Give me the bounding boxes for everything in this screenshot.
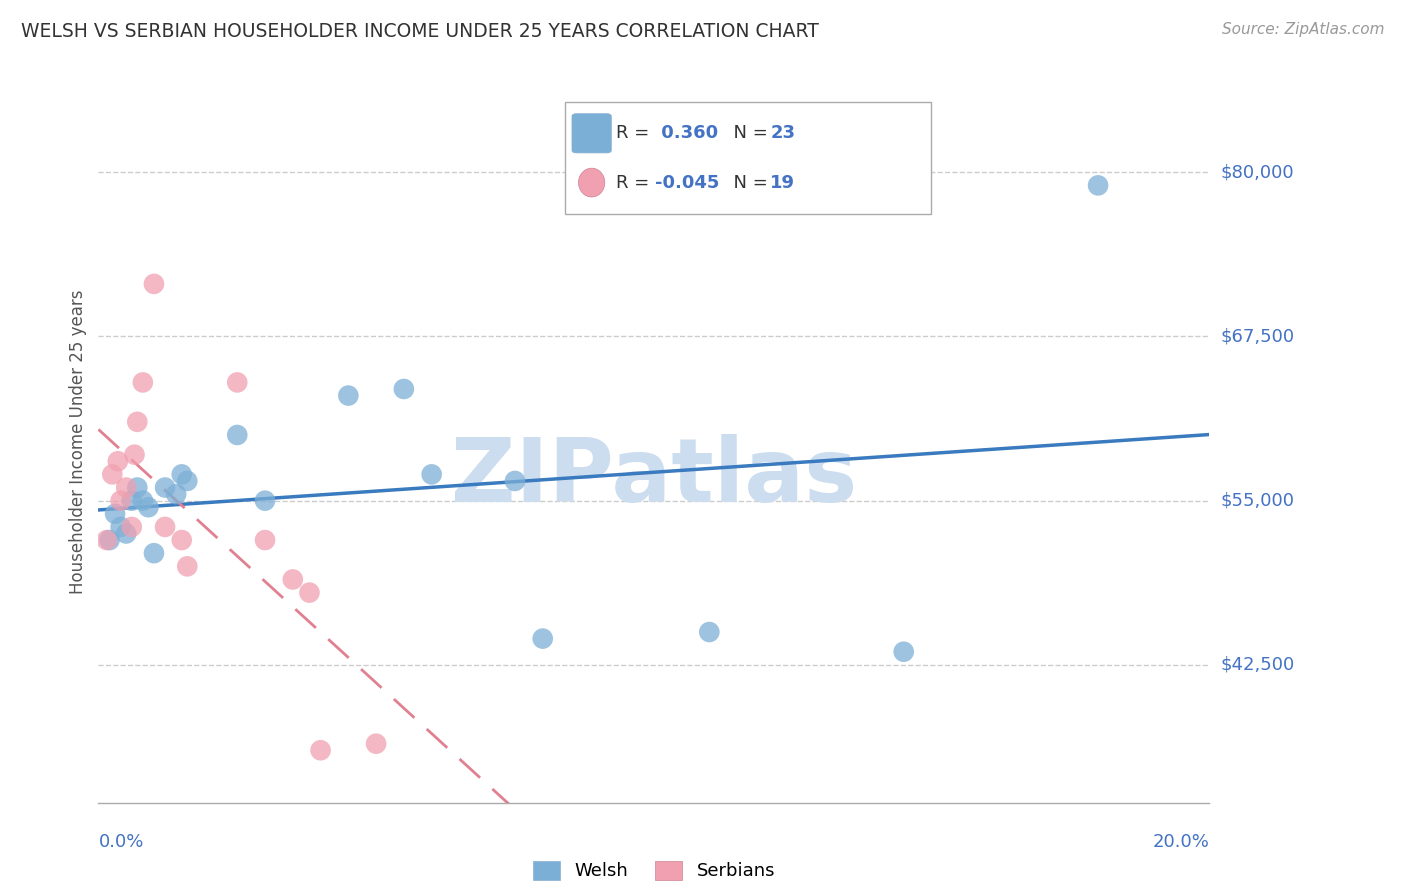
- Point: [226, 428, 249, 442]
- Point: [115, 526, 138, 541]
- Text: 19: 19: [770, 174, 796, 192]
- Point: [281, 573, 304, 587]
- Point: [124, 448, 146, 462]
- Point: [127, 481, 149, 495]
- Y-axis label: Householder Income Under 25 years: Householder Income Under 25 years: [69, 289, 87, 594]
- Text: R =: R =: [616, 124, 655, 143]
- Point: [531, 632, 554, 646]
- Point: [254, 493, 277, 508]
- Point: [98, 533, 121, 547]
- Point: [1087, 178, 1109, 193]
- Point: [226, 376, 249, 390]
- Point: [107, 454, 129, 468]
- Point: [121, 520, 143, 534]
- Text: WELSH VS SERBIAN HOUSEHOLDER INCOME UNDER 25 YEARS CORRELATION CHART: WELSH VS SERBIAN HOUSEHOLDER INCOME UNDE…: [21, 22, 818, 41]
- Point: [132, 376, 155, 390]
- Text: 20.0%: 20.0%: [1153, 833, 1209, 851]
- Point: [337, 388, 360, 402]
- Text: $80,000: $80,000: [1220, 163, 1294, 181]
- Point: [176, 559, 198, 574]
- Text: R =: R =: [616, 174, 655, 192]
- Point: [176, 474, 198, 488]
- Text: ZIPatlas: ZIPatlas: [451, 434, 856, 521]
- Text: 0.0%: 0.0%: [98, 833, 143, 851]
- Point: [165, 487, 187, 501]
- Text: $42,500: $42,500: [1220, 656, 1295, 673]
- Text: 23: 23: [770, 124, 796, 143]
- Point: [420, 467, 443, 482]
- Text: $55,000: $55,000: [1220, 491, 1295, 509]
- Point: [143, 546, 166, 560]
- Point: [115, 481, 138, 495]
- Point: [138, 500, 160, 515]
- Text: N =: N =: [723, 174, 773, 192]
- Point: [101, 467, 124, 482]
- Point: [110, 493, 132, 508]
- Point: [254, 533, 277, 547]
- Point: [170, 467, 193, 482]
- Point: [153, 520, 176, 534]
- Point: [298, 585, 321, 599]
- Text: 0.360: 0.360: [655, 124, 718, 143]
- Point: [170, 533, 193, 547]
- Point: [503, 474, 526, 488]
- Text: Source: ZipAtlas.com: Source: ZipAtlas.com: [1222, 22, 1385, 37]
- Text: -0.045: -0.045: [655, 174, 720, 192]
- Point: [893, 645, 915, 659]
- Point: [153, 481, 176, 495]
- Point: [127, 415, 149, 429]
- Point: [392, 382, 415, 396]
- Point: [110, 520, 132, 534]
- Point: [132, 493, 155, 508]
- Point: [121, 493, 143, 508]
- Text: $67,500: $67,500: [1220, 327, 1295, 345]
- Point: [366, 737, 388, 751]
- Point: [309, 743, 332, 757]
- Point: [699, 625, 721, 640]
- Point: [143, 277, 166, 291]
- Point: [96, 533, 118, 547]
- Point: [104, 507, 127, 521]
- Text: N =: N =: [723, 124, 773, 143]
- Legend: Welsh, Serbians: Welsh, Serbians: [526, 854, 782, 888]
